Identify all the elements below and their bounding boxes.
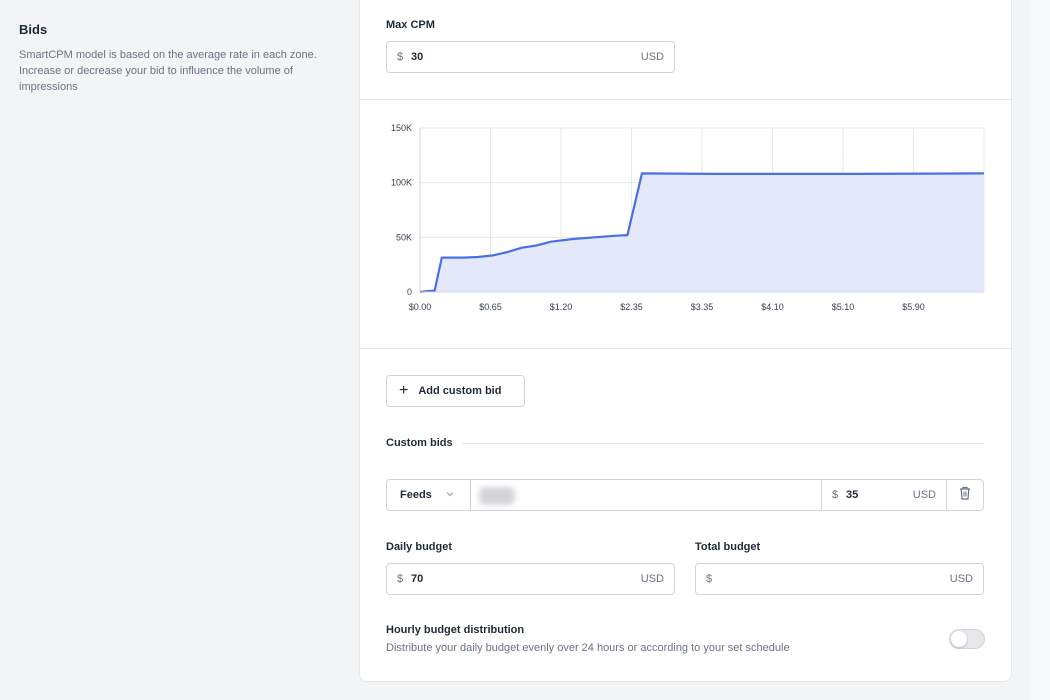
chevron-down-icon	[445, 489, 455, 502]
add-custom-bid-button[interactable]: + Add custom bid	[386, 375, 525, 407]
plus-icon: +	[399, 382, 409, 399]
x-tick-label: $4.10	[761, 302, 784, 312]
max-cpm-suffix: USD	[640, 51, 664, 63]
x-tick-label: $0.00	[409, 302, 432, 312]
x-tick-label: $5.10	[832, 302, 855, 312]
y-tick-label: 50K	[396, 232, 412, 242]
bids-title: Bids	[19, 22, 48, 37]
delete-bid-button[interactable]	[946, 479, 984, 511]
daily-budget-suffix: USD	[640, 573, 664, 585]
custom-bid-prefix: $	[832, 489, 839, 501]
max-cpm-input[interactable]: $ 30 USD	[386, 41, 675, 73]
daily-budget-prefix: $	[397, 573, 404, 585]
blurred-zone-name	[479, 487, 515, 505]
hourly-distribution-toggle[interactable]	[949, 629, 985, 649]
daily-budget-input[interactable]: $ 70 USD	[386, 563, 675, 595]
impressions-chart: 0 50K 100K 150K $0.00 $0.65 $1.20 $2.35 $3.35 $4.…	[380, 123, 990, 323]
x-tick-label: $5.90	[902, 302, 925, 312]
daily-budget-value: 70	[411, 573, 424, 585]
zone-input[interactable]	[470, 479, 822, 511]
custom-bids-label: Custom bids	[386, 437, 453, 449]
divider-top	[360, 99, 1011, 100]
total-budget-label: Total budget	[695, 541, 761, 553]
impressions-line	[419, 172, 985, 294]
hourly-distribution-title: Hourly budget distribution	[386, 624, 525, 636]
hourly-distribution-description: Distribute your daily budget evenly over…	[386, 642, 790, 654]
bid-type-select[interactable]: Feeds	[386, 479, 471, 511]
x-tick-label: $1.20	[550, 302, 573, 312]
bids-description: SmartCPM model is based on the average r…	[19, 49, 317, 93]
bids-card: Max CPM $ 30 USD 0 50K 100K 150K $0.00 $0.65 $…	[359, 0, 1012, 682]
custom-bids-rule	[462, 443, 984, 444]
divider-middle	[360, 348, 1011, 349]
custom-bid-suffix: USD	[912, 489, 936, 501]
impressions-area	[420, 173, 984, 292]
custom-bid-amount-input[interactable]: $ 35 USD	[821, 479, 947, 511]
max-cpm-prefix: $	[397, 51, 404, 63]
total-budget-prefix: $	[706, 573, 713, 585]
x-tick-label: $0.65	[479, 302, 502, 312]
bid-type-value: Feeds	[400, 489, 432, 501]
trash-icon	[959, 486, 971, 505]
max-cpm-value: 30	[411, 51, 424, 63]
bids-info-panel: Bids SmartCPM model is based on the aver…	[0, 0, 359, 700]
custom-bid-row: Feeds $ 35 USD	[386, 479, 984, 511]
y-tick-label: 100K	[391, 178, 412, 188]
daily-budget-label: Daily budget	[386, 541, 453, 553]
max-cpm-label: Max CPM	[386, 19, 435, 31]
impressions-chart-svg: 0 50K 100K 150K $0.00 $0.65 $1.20 $2.35 $3.35 $4.…	[391, 123, 985, 312]
total-budget-suffix: USD	[949, 573, 973, 585]
y-tick-label: 0	[407, 287, 412, 297]
custom-bid-value: 35	[846, 489, 859, 501]
add-custom-bid-label: Add custom bid	[418, 385, 502, 397]
total-budget-input[interactable]: $ USD	[695, 563, 984, 595]
x-tick-label: $3.35	[691, 302, 714, 312]
y-tick-label: 150K	[391, 123, 412, 133]
toggle-knob	[951, 631, 967, 647]
x-tick-label: $2.35	[620, 302, 643, 312]
right-gutter	[1030, 0, 1050, 700]
